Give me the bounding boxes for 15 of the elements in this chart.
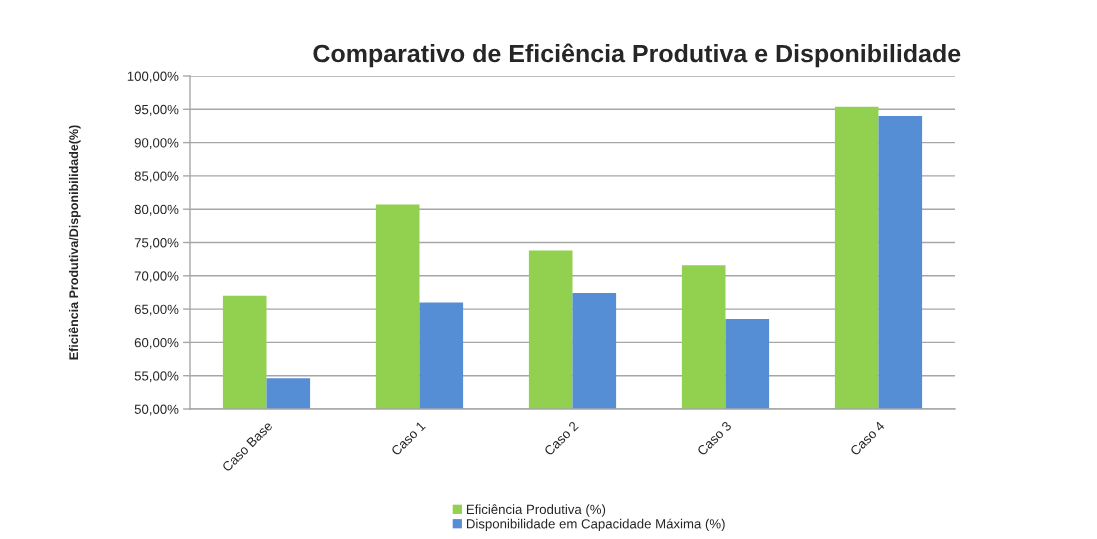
y-tick-label: 100,00% [127, 71, 179, 83]
y-tick-label: 80,00% [134, 204, 179, 216]
y-tick-label: 55,00% [134, 371, 179, 383]
y-tick-label: 50,00% [134, 404, 179, 416]
y-tick-label: 85,00% [134, 171, 179, 183]
y-tick-label: 75,00% [134, 238, 179, 249]
y-tick-label: 90,00% [134, 138, 179, 150]
y-tick-label: 70,00% [134, 271, 179, 283]
legend-label: Eficiência Produtiva (%) [466, 504, 606, 517]
legend-label: Disponibilidade em Capacidade Máxima (%) [466, 518, 725, 532]
y-tick-label: 95,00% [134, 104, 179, 116]
y-axis-title: Eficiência Produtiva/Disponibilidade(%) [68, 125, 81, 360]
y-tick-label: 60,00% [134, 337, 179, 349]
y-tick-label: 65,00% [134, 304, 179, 316]
chart-title: Comparativo de Eficiência Produtiva e Disponibilidade [313, 43, 961, 68]
